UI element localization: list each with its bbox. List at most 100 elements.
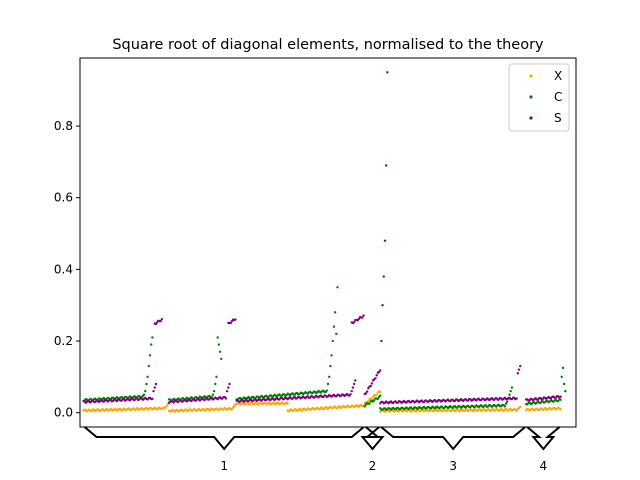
data-point: [371, 395, 375, 399]
group-brace: [526, 426, 561, 451]
group-brace: [83, 426, 365, 451]
data-point: [509, 389, 512, 393]
data-point: [336, 286, 339, 289]
data-point: [225, 389, 229, 393]
series-S: [82, 71, 562, 405]
data-point: [165, 405, 168, 408]
data-point: [384, 164, 388, 167]
data-point: [350, 389, 353, 393]
data-point: [227, 386, 230, 389]
data-point: [519, 364, 522, 368]
data-point: [373, 399, 376, 402]
data-point: [515, 397, 518, 400]
data-point: [379, 390, 382, 394]
data-point: [504, 402, 508, 405]
data-point: [562, 382, 566, 386]
data-point: [559, 398, 562, 401]
data-point: [331, 339, 334, 343]
data-point: [517, 368, 521, 371]
data-point: [367, 387, 370, 390]
data-point: [148, 354, 152, 357]
data-point: [370, 397, 374, 401]
data-point: [361, 316, 364, 319]
data-point: [383, 239, 387, 242]
y-tick-label: 0.0: [54, 406, 73, 420]
legend-box: [508, 63, 570, 132]
data-point: [145, 382, 148, 386]
data-point: [229, 321, 232, 325]
data-point: [382, 275, 385, 278]
data-point: [154, 382, 158, 386]
group-braces: 1 2 3 4: [83, 426, 561, 473]
data-point: [147, 364, 151, 368]
group-brace: [360, 426, 385, 451]
data-point: [234, 318, 237, 321]
legend-label: C: [554, 90, 562, 104]
legend-marker: [529, 74, 533, 78]
data-points: [82, 71, 567, 413]
data-point: [160, 317, 164, 321]
data-point: [364, 392, 368, 395]
plot-area-frame: [79, 57, 577, 428]
series-X: [82, 390, 562, 413]
y-tick-label: 0.2: [54, 334, 73, 348]
data-point: [142, 393, 146, 396]
group-label: 2: [369, 459, 377, 473]
data-point: [352, 382, 356, 386]
data-point: [564, 389, 567, 393]
data-point: [329, 364, 332, 368]
data-point: [155, 321, 159, 324]
data-point: [153, 386, 156, 389]
data-point: [152, 389, 155, 393]
data-point: [357, 317, 361, 321]
data-point: [380, 339, 383, 343]
chart-title: Square root of diagonal elements, normal…: [112, 37, 544, 53]
data-point: [217, 343, 221, 346]
data-point: [214, 382, 217, 386]
data-point: [333, 311, 337, 314]
series-C: [82, 286, 567, 411]
data-point: [375, 393, 378, 397]
group-brace: [380, 426, 526, 451]
data-point: [326, 382, 330, 386]
data-point: [349, 393, 352, 396]
data-point: [211, 393, 215, 396]
data-point: [510, 386, 514, 389]
data-point: [362, 314, 365, 317]
data-point: [379, 394, 382, 397]
data-point: [159, 319, 162, 323]
data-point: [151, 397, 154, 401]
data-point: [386, 71, 389, 74]
data-point: [330, 354, 333, 357]
data-point: [370, 382, 374, 385]
data-point: [228, 382, 231, 386]
data-point: [332, 325, 336, 328]
data-point: [151, 336, 154, 339]
data-point: [224, 397, 228, 400]
data-point: [559, 395, 562, 398]
data-point: [519, 405, 522, 409]
data-point: [215, 375, 218, 379]
group-label: 3: [449, 459, 457, 473]
data-point: [505, 400, 509, 404]
data-point: [363, 405, 366, 408]
data-point: [233, 405, 236, 408]
legend-label: X: [554, 69, 562, 83]
data-point: [216, 336, 219, 339]
data-point: [144, 389, 147, 393]
data-point: [503, 405, 506, 408]
data-point: [379, 369, 382, 372]
legend-marker: [529, 95, 533, 99]
group-label: 1: [220, 459, 228, 473]
data-point: [516, 372, 520, 375]
data-point: [351, 386, 355, 389]
legend-label: S: [554, 111, 562, 125]
data-point: [560, 375, 563, 379]
data-point: [381, 303, 384, 307]
data-point: [218, 350, 222, 353]
y-axis: 0.0 0.2 0.4 0.6 0.8: [54, 119, 80, 420]
data-point: [561, 366, 565, 370]
data-point: [508, 393, 511, 396]
data-point: [374, 377, 377, 380]
